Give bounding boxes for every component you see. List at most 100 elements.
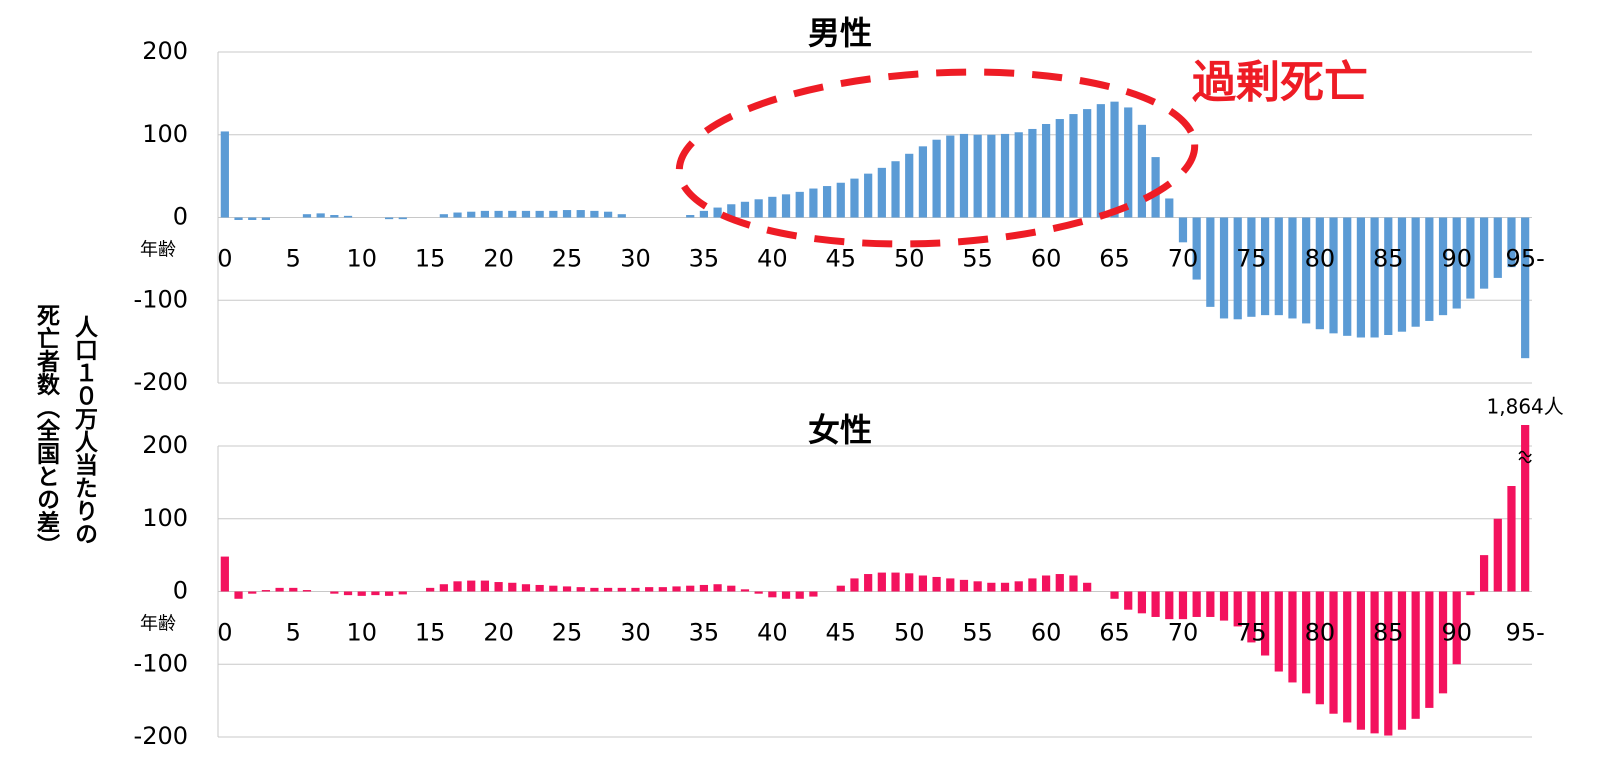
- y-tick-label: 0: [173, 577, 188, 605]
- bar: [946, 135, 955, 218]
- x-tick-label: 35: [689, 245, 720, 273]
- x-tick-label: 40: [757, 245, 788, 273]
- x-tick-label: 5: [286, 619, 301, 647]
- bar: [1438, 591, 1448, 694]
- bar: [535, 210, 544, 218]
- bar: [549, 585, 558, 592]
- bar: [1069, 575, 1078, 592]
- bar: [1411, 217, 1420, 327]
- bars: [220, 425, 1530, 736]
- y-axis-label: 死亡者数（全国との差）: [33, 304, 62, 557]
- bar: [1315, 591, 1324, 705]
- bar: [850, 578, 859, 592]
- x-tick-label: 90: [1441, 619, 1472, 647]
- x-tick-label: 30: [620, 245, 651, 273]
- bar: [248, 591, 257, 594]
- bar: [220, 131, 229, 218]
- bar: [220, 556, 229, 592]
- highlight-ellipse: [675, 68, 1199, 248]
- bar: [1493, 518, 1502, 592]
- bar: [248, 217, 257, 220]
- bar: [686, 585, 695, 592]
- bar: [590, 587, 599, 592]
- bar: [1343, 217, 1352, 336]
- bar: [699, 210, 709, 218]
- bar: [1247, 591, 1256, 643]
- y-tick-label: 100: [142, 504, 188, 532]
- bar: [275, 587, 284, 592]
- bar: [357, 591, 366, 596]
- x-tick-label: 10: [346, 619, 377, 647]
- bar: [1315, 217, 1324, 330]
- chart-title: 男性: [808, 14, 872, 52]
- x-tick-label: 70: [1168, 619, 1199, 647]
- y-tick-label: 0: [173, 203, 188, 231]
- bar: [959, 579, 969, 592]
- bar: [453, 212, 462, 218]
- x-tick-label: 55: [962, 245, 993, 273]
- chart-title: 女性: [808, 411, 872, 449]
- bar: [1288, 591, 1297, 683]
- axis-break: [1518, 456, 1532, 464]
- bar: [330, 591, 339, 594]
- bar: [480, 210, 490, 218]
- bar: [1425, 591, 1434, 708]
- bar: [1233, 217, 1242, 320]
- x-tick-label: 0: [217, 245, 232, 273]
- x-tick-label: 85: [1373, 619, 1404, 647]
- bar: [891, 161, 900, 218]
- bar: [1425, 217, 1434, 321]
- bar: [1233, 591, 1242, 627]
- bar: [713, 207, 722, 218]
- bar: [946, 578, 955, 592]
- x-tick-label: 5: [286, 245, 301, 273]
- y-tick-label: -100: [134, 649, 188, 677]
- bar: [384, 217, 394, 220]
- x-tick-label: 45: [826, 619, 857, 647]
- bar: [1356, 591, 1366, 730]
- bar: [905, 153, 914, 218]
- bar: [1083, 109, 1092, 218]
- bar: [398, 591, 407, 595]
- bar: [672, 586, 681, 592]
- bar: [1302, 591, 1311, 694]
- y-tick-label: 100: [142, 120, 188, 148]
- bar: [727, 585, 736, 592]
- bar: [781, 591, 791, 599]
- bar: [836, 182, 845, 218]
- bar: [864, 574, 873, 592]
- bar: [521, 584, 531, 592]
- bar: [1384, 591, 1393, 736]
- bar: [439, 214, 448, 218]
- y-tick-label: -100: [134, 285, 188, 313]
- bar: [1452, 217, 1461, 309]
- bar: [809, 188, 818, 218]
- x-tick-label: 30: [620, 619, 651, 647]
- bar: [603, 587, 613, 592]
- bar: [234, 217, 243, 220]
- bar: [959, 133, 969, 218]
- bar: [261, 590, 271, 592]
- bar: [617, 587, 626, 592]
- bar: [1014, 581, 1023, 592]
- bar: [1329, 217, 1338, 334]
- bar: [740, 201, 750, 218]
- bar: [1384, 217, 1393, 336]
- x-tick-label: 80: [1305, 619, 1336, 647]
- bar: [987, 134, 996, 218]
- bar: [795, 591, 804, 599]
- bar: [1124, 107, 1133, 218]
- bar: [1329, 591, 1338, 714]
- bar: [508, 582, 517, 592]
- bar: [836, 585, 845, 592]
- bar: [1521, 425, 1530, 592]
- bar: [343, 215, 353, 218]
- bar: [973, 581, 982, 592]
- bar: [768, 196, 777, 218]
- bar: [343, 591, 353, 596]
- bar: [302, 590, 312, 592]
- bar: [1096, 104, 1105, 218]
- bar: [398, 217, 407, 220]
- annotation: 過剰死亡: [1192, 57, 1368, 108]
- y-tick-label: 200: [142, 37, 188, 65]
